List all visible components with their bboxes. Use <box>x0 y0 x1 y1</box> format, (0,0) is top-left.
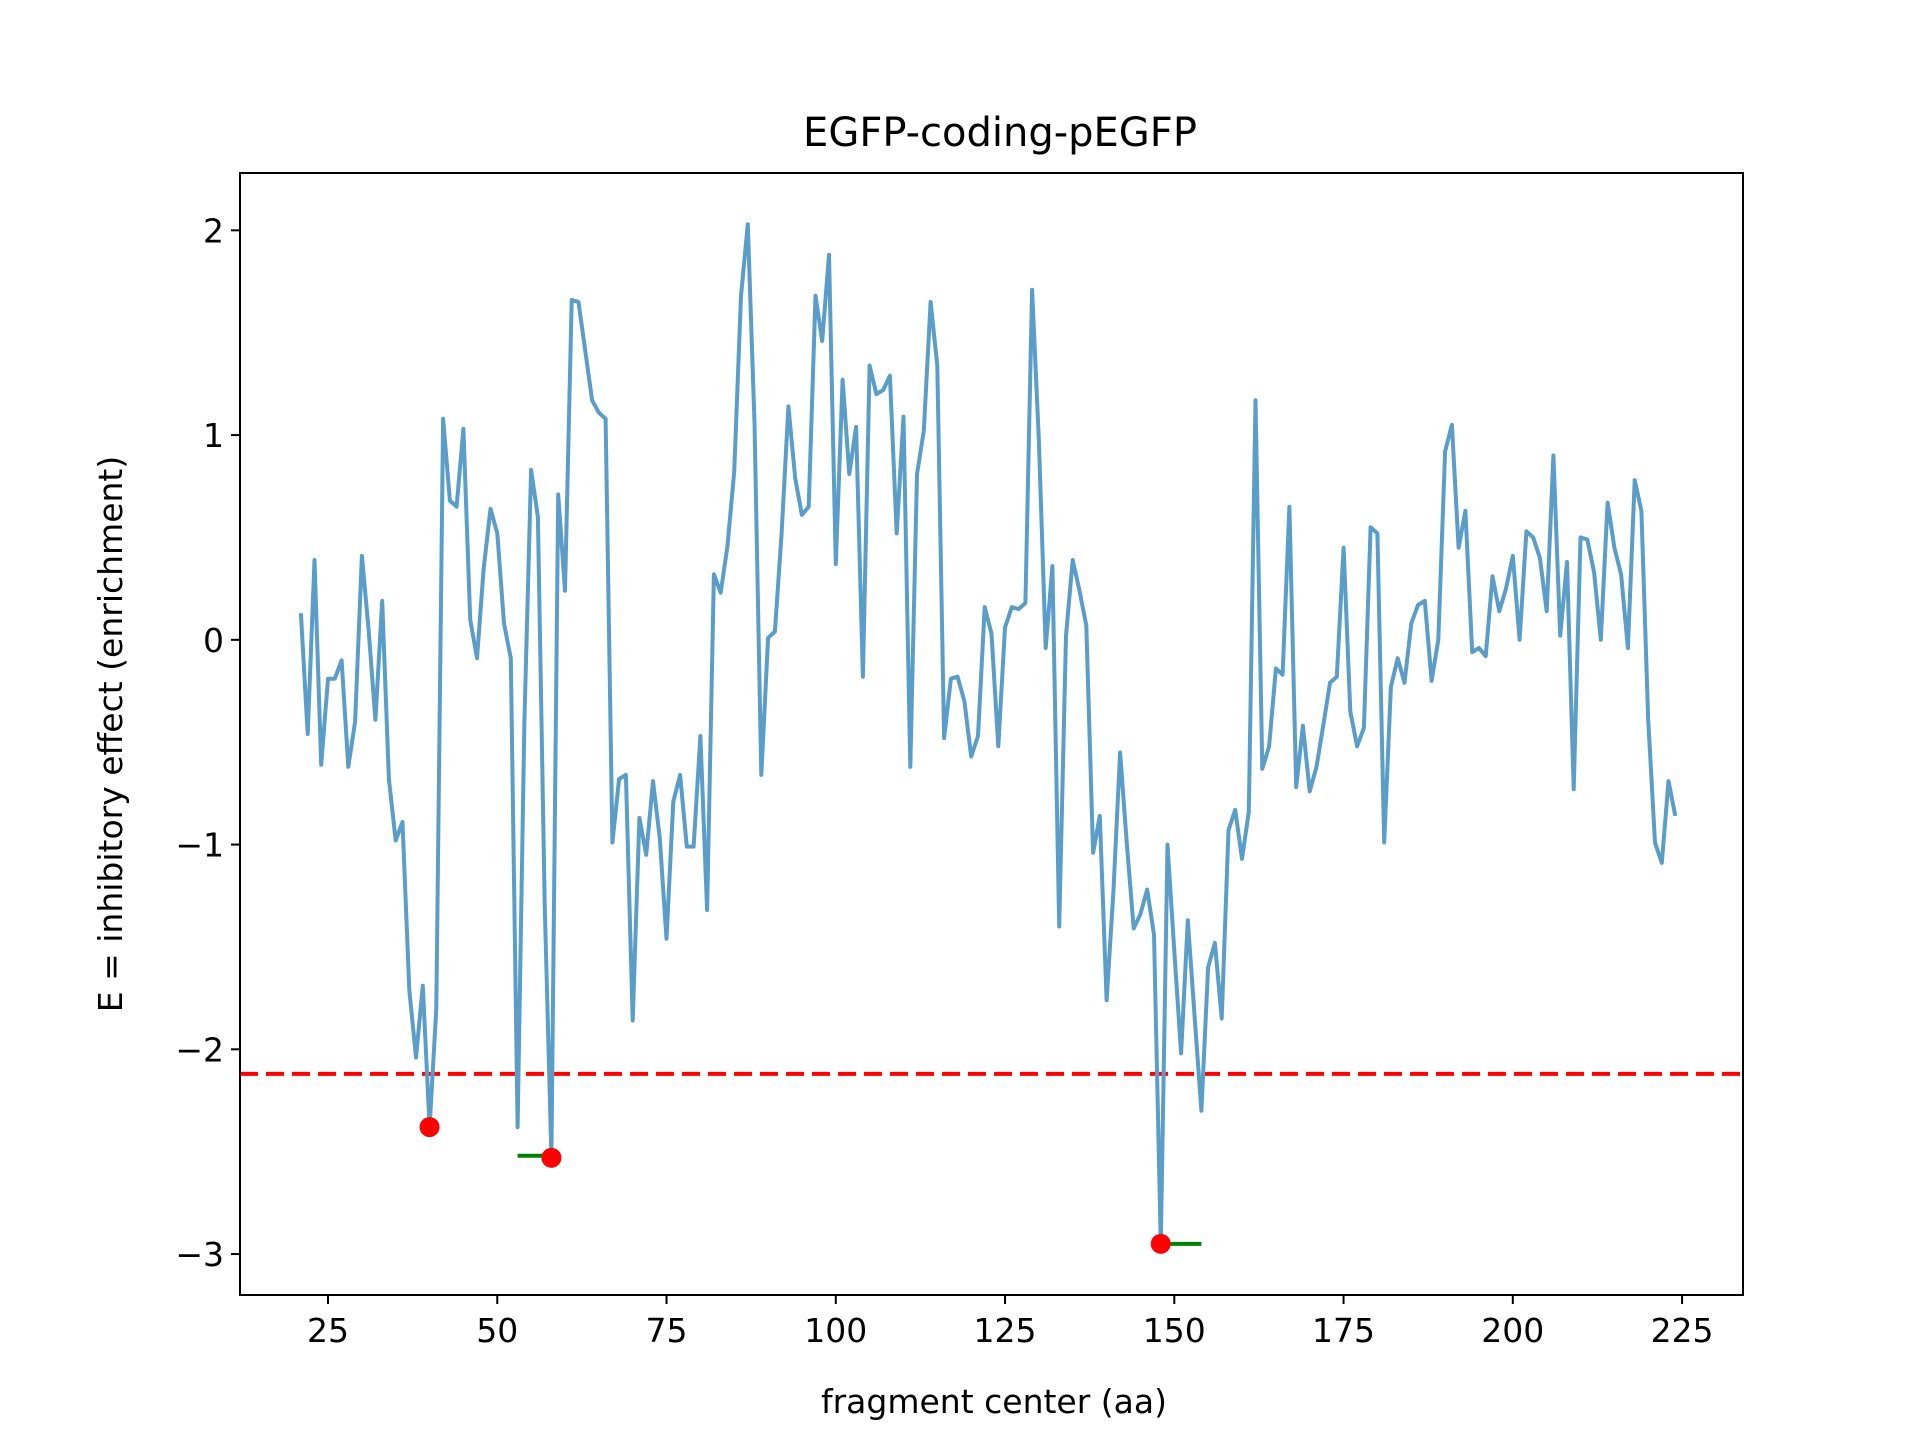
x-tick-label-75: 75 <box>646 1311 688 1350</box>
highlight-point-2 <box>541 1147 562 1168</box>
highlight-point-3 <box>1150 1233 1171 1254</box>
series-line <box>298 222 1678 1246</box>
x-tick-label-100: 100 <box>804 1311 867 1350</box>
x-tick-label-25: 25 <box>307 1311 349 1350</box>
plot-layer <box>240 222 1743 1254</box>
y-axis-label: E = inhibitory effect (enrichment) <box>91 456 130 1012</box>
x-tick-label-225: 225 <box>1651 1311 1714 1350</box>
highlight-point-1 <box>419 1117 440 1138</box>
chart-title: EGFP-coding-pEGFP <box>803 110 1197 156</box>
x-tick-label-50: 50 <box>476 1311 518 1350</box>
x-tick-label-200: 200 <box>1481 1311 1544 1350</box>
y-tick-label-3: −1 <box>175 826 224 865</box>
x-axis-ticks: 25 50 75 100 125 150 175 200 225 <box>307 1295 1714 1350</box>
plot-frame <box>239 172 1744 1296</box>
y-tick-label-4: −2 <box>175 1030 224 1069</box>
y-tick-label-2: 0 <box>203 621 224 660</box>
y-tick-label-1: 1 <box>203 416 224 455</box>
x-axis-label: fragment center (aa) <box>821 1382 1167 1421</box>
x-tick-label-150: 150 <box>1143 1311 1206 1350</box>
x-tick-label-125: 125 <box>974 1311 1037 1350</box>
y-tick-label-5: −3 <box>175 1235 224 1274</box>
x-tick-label-175: 175 <box>1312 1311 1375 1350</box>
y-tick-label-0: 2 <box>203 211 224 250</box>
y-axis-ticks: 2 1 0 −1 −2 −3 <box>175 211 240 1274</box>
